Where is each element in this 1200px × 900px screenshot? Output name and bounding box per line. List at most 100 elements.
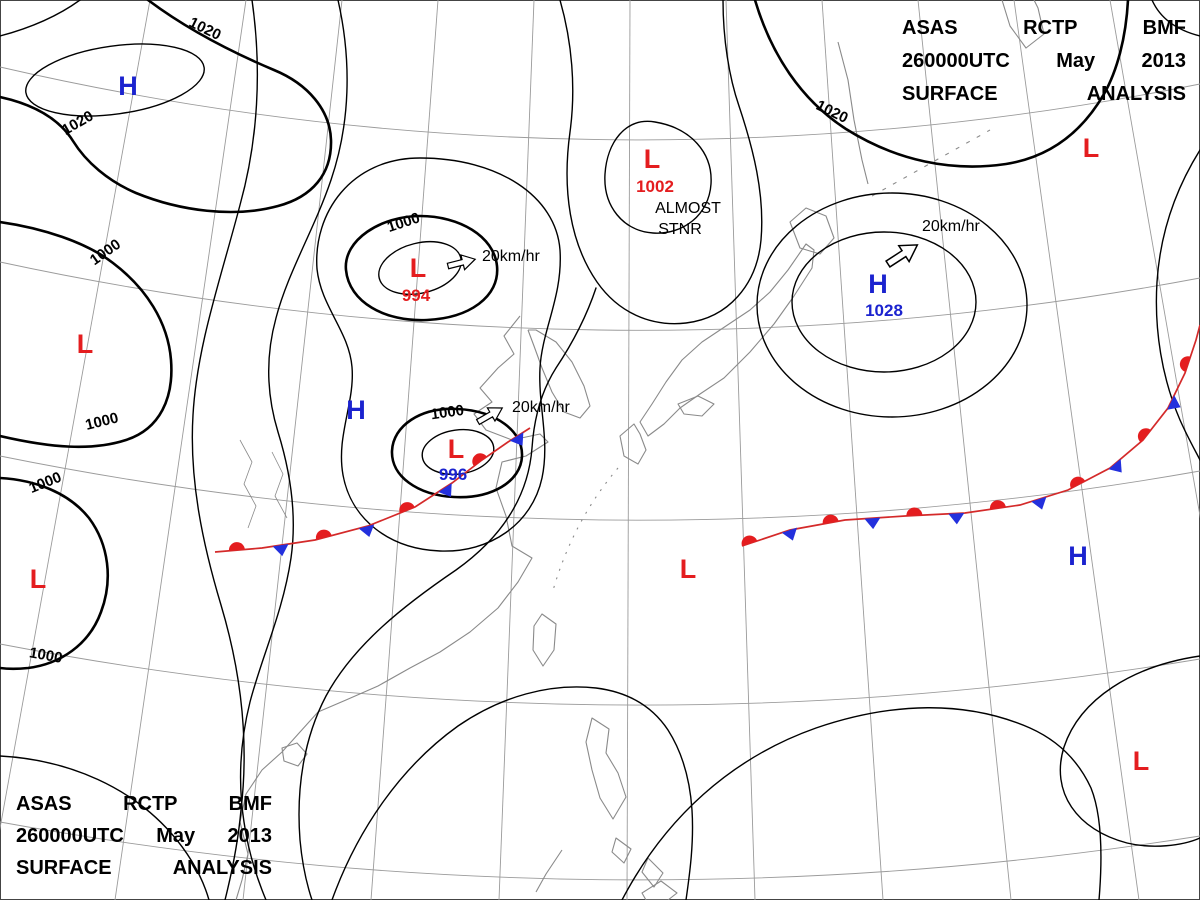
isobar-label: 1000 [87, 236, 124, 269]
coastline-luzon [585, 717, 627, 820]
title-line-2: 260000UTC May 2013 [16, 825, 272, 847]
warm-front-marker [822, 514, 839, 525]
cold-front-marker [509, 432, 524, 446]
coastline-china [235, 315, 549, 900]
graticule-meridian [370, 0, 439, 900]
title-line-1: ASAS RCTP BMF [902, 17, 1186, 39]
isobar [298, 287, 597, 900]
graticule-meridian [821, 0, 884, 900]
wind-speed-label: 20km/hr [482, 248, 540, 265]
cold-front-marker [781, 527, 797, 541]
isobar-closed-low [378, 241, 462, 295]
graticule-meridian [1013, 0, 1140, 900]
isobar-1000-closed [390, 407, 524, 499]
graticule-meridian [242, 0, 343, 900]
cold-front-marker [272, 544, 289, 557]
coastline-taiwan [532, 613, 557, 667]
isobar-closed-low [604, 120, 712, 234]
isobar [239, 0, 348, 900]
isobars-thick [0, 0, 1130, 671]
pressure-center-l: L [77, 329, 94, 359]
coastline-palawan [535, 849, 563, 893]
isobar-label: 1000 [84, 409, 120, 434]
coastlines [235, 0, 1045, 900]
pressure-center-l: L [448, 434, 465, 464]
isobar [0, 0, 81, 37]
pressure-center-h: H [118, 71, 138, 101]
title-line-3: SURFACE ANALYSIS [902, 83, 1186, 105]
isobar-1020 [753, 0, 1130, 168]
front-line [741, 324, 1200, 547]
pressure-center-l: L [680, 554, 697, 584]
river-line [239, 439, 257, 529]
isobar-closed-low [1059, 655, 1200, 847]
isobar-closed-high [791, 231, 977, 373]
pressure-value: 1028 [865, 301, 903, 320]
wind-speed-label: 20km/hr [512, 399, 570, 416]
wind-speed-label: 20km/hr [922, 218, 980, 235]
pressure-center-l: L [30, 564, 47, 594]
isobar-1000-closed [344, 214, 499, 322]
cold-front-marker [1167, 395, 1181, 410]
coastline-island [641, 857, 664, 888]
annotation-text: ALMOST [655, 200, 721, 217]
warm-front-marker [906, 507, 923, 516]
fronts-layer [214, 324, 1200, 557]
warm-front-marker [228, 542, 245, 551]
coastline-hainan [281, 742, 308, 767]
warm-front-marker [741, 535, 758, 547]
wind-arrow-icon [446, 254, 477, 271]
title-line-1: ASAS RCTP BMF [16, 793, 272, 815]
coastline-mindanao [641, 880, 678, 900]
graticule-parallel [0, 643, 1200, 706]
pressure-value: 994 [402, 286, 431, 305]
isobar-closed-low [421, 428, 495, 476]
graticule-meridian [626, 0, 631, 900]
title-line-2: 260000UTC May 2013 [902, 50, 1186, 72]
chart-title-bottom-left: ASAS RCTP BMF 260000UTC May 2013 SURFACE… [16, 788, 272, 884]
isobar [1151, 0, 1200, 37]
warm-front-marker [399, 502, 415, 514]
river-line [271, 451, 288, 519]
isobar [1155, 149, 1200, 461]
warm-front-marker [472, 453, 487, 467]
graticule-meridian [0, 0, 151, 831]
isobar-trough [559, 0, 763, 325]
graticule-meridian [114, 0, 247, 900]
warm-front-marker [315, 529, 332, 540]
graticule-meridian [1109, 0, 1200, 519]
graticule-parallel [0, 455, 1200, 521]
isobar-label: 1020 [59, 107, 96, 138]
cold-front-marker [864, 517, 881, 530]
pressure-center-h: H [1068, 541, 1088, 571]
isobar-label: 1000 [28, 644, 64, 667]
pressure-center-l: L [1083, 133, 1100, 163]
graticule-meridian [917, 0, 1012, 900]
pressure-center-h: H [868, 269, 888, 299]
coastline-honshu [639, 243, 815, 437]
pressure-value: 996 [439, 465, 467, 484]
warm-front-marker [1179, 356, 1191, 372]
pressure-center-l: L [410, 253, 427, 283]
chart-title-top-right: ASAS RCTP BMF 260000UTC May 2013 SURFACE… [902, 12, 1186, 111]
coastline-kamchatka [1001, 0, 1045, 49]
pressure-value: 1002 [636, 177, 674, 196]
isobar-closed-high [25, 43, 205, 117]
isobar-1000 [0, 476, 110, 671]
coastline-island [611, 837, 632, 864]
warm-front-marker [1137, 428, 1151, 443]
isobar [0, 755, 210, 900]
coastline-shikoku [677, 395, 715, 417]
isobar [331, 686, 694, 900]
graticule-meridian [498, 0, 535, 900]
graticule-parallel [0, 821, 1200, 881]
title-line-3: SURFACE ANALYSIS [16, 857, 272, 879]
front-line [214, 427, 531, 553]
isobar-label: 1020 [186, 14, 223, 44]
pressure-center-l: L [1133, 746, 1150, 776]
wind-arrow-icon [475, 407, 504, 426]
isobar-1020 [0, 0, 333, 214]
isobar-label: 1000 [385, 209, 422, 235]
isobar-1000 [0, 220, 173, 449]
